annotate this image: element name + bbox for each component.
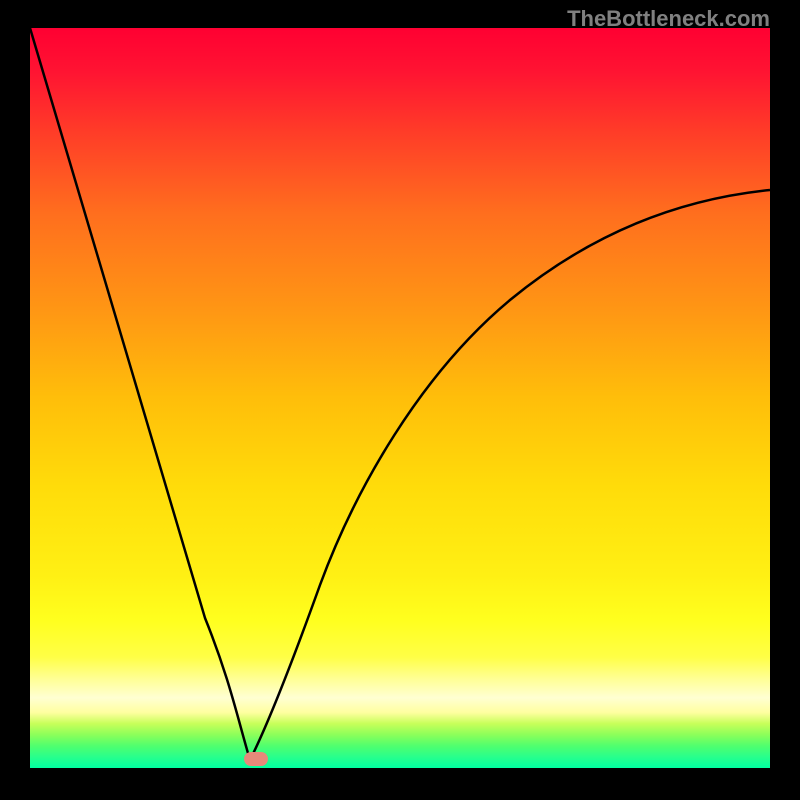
chart-container: TheBottleneck.com: [0, 0, 800, 800]
optimal-point-marker: [244, 752, 268, 766]
plot-area: [30, 28, 770, 768]
watermark-label: TheBottleneck.com: [567, 6, 770, 31]
bottleneck-curve: [30, 28, 770, 768]
watermark-text: TheBottleneck.com: [567, 6, 770, 32]
